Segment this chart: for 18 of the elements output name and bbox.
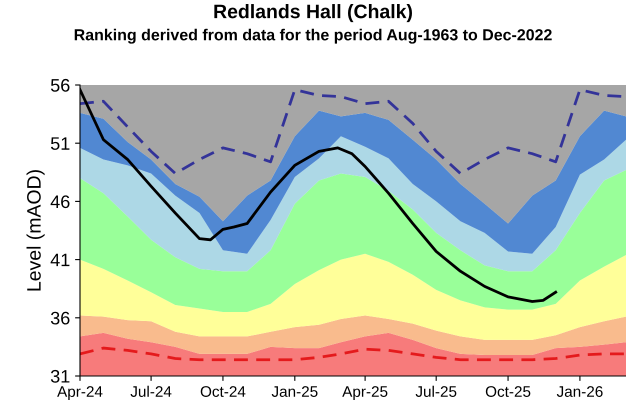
chart-subtitle: Ranking derived from data for the period Aug-1963 to Dec-2022 bbox=[74, 28, 552, 44]
y-axis-title: Level (mAOD) bbox=[26, 170, 45, 290]
y-tick-label: 51 bbox=[50, 137, 70, 150]
x-tick-label: Jan-26 bbox=[556, 386, 603, 397]
chart-title: Redlands Hall (Chalk) bbox=[214, 4, 412, 22]
line-series bbox=[80, 346, 626, 362]
x-tick-label: Jan-25 bbox=[272, 386, 318, 397]
x-tick-label: Jul-24 bbox=[130, 386, 172, 397]
y-tick-label: 56 bbox=[50, 78, 70, 92]
x-tick-label: Oct-24 bbox=[200, 386, 246, 397]
y-tick-label: 36 bbox=[50, 312, 70, 325]
x-tick-label: Apr-25 bbox=[342, 386, 388, 400]
y-tick-label: 31 bbox=[50, 370, 70, 383]
x-tick-label: Oct-25 bbox=[486, 386, 530, 397]
x-tick-label: Apr-24 bbox=[57, 386, 102, 400]
y-tick-label: 46 bbox=[50, 195, 70, 208]
y-tick-label: 41 bbox=[50, 254, 70, 266]
x-tick-label: Jul-25 bbox=[416, 386, 456, 397]
